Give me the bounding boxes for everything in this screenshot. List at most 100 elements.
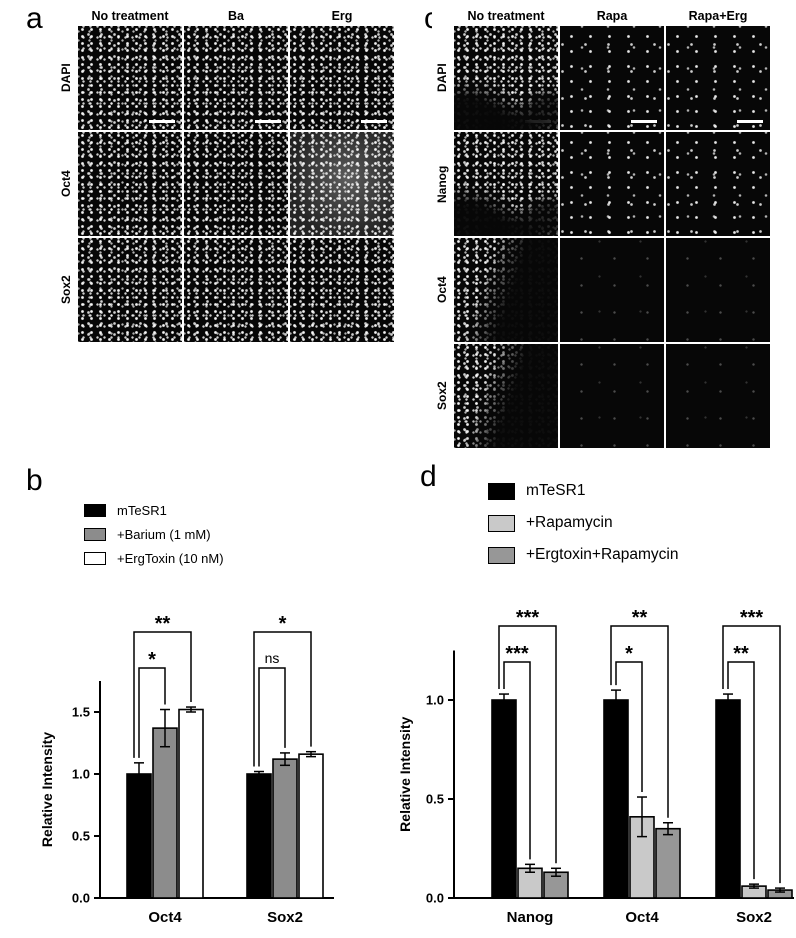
micrograph-tile (666, 26, 770, 130)
scale-bar (631, 120, 657, 123)
micrograph-tile (454, 26, 558, 130)
significance-label: * (625, 643, 633, 665)
bar (298, 753, 324, 899)
legend-label: mTeSR1 (117, 503, 167, 518)
y-axis-label: Relative Intensity (39, 732, 55, 847)
legend-label: mTeSR1 (526, 482, 586, 499)
chart-d-svg: 0.0 0.5 1.0 Relative Intensity Nanog Oct4 Sox2… (397, 607, 794, 926)
bar (491, 699, 517, 899)
row-label: Sox2 (59, 275, 73, 305)
scale-bar (361, 120, 387, 123)
column-header: Rapa (596, 9, 628, 23)
significance-bracket (253, 631, 312, 767)
micrograph-tile (560, 238, 664, 342)
panel-d-label: d (420, 460, 437, 493)
micrograph-tile (78, 132, 182, 236)
chart-d: 0.0 0.5 1.0 Relative Intensity Nanog Oct4 Sox2… (392, 556, 796, 938)
row-label: DAPI (435, 63, 449, 93)
micrograph-tile (78, 238, 182, 342)
category-label: Sox2 (267, 909, 303, 926)
chart-b: 0.0 0.5 1.0 1.5 Relative Intensity Oct4 Sox2 * *… (36, 556, 376, 938)
bar (655, 827, 681, 899)
scale-bar (737, 120, 763, 123)
bar (178, 708, 204, 899)
significance-label: * (279, 613, 287, 635)
micrograph-tile (560, 132, 664, 236)
micrograph-tile (666, 132, 770, 236)
significance-label: ns (265, 650, 280, 666)
legend-item: +Ergtoxin+Rapamycin (488, 546, 679, 564)
y-axis-label: Relative Intensity (397, 716, 413, 831)
panel-a-micrograph-grid: No treatment Ba Erg DAPI Oct4 Sox2 (56, 6, 394, 342)
row-label: Oct4 (59, 170, 73, 198)
significance-bracket (498, 625, 557, 864)
micrograph-tile (560, 26, 664, 130)
column-header: No treatment (467, 9, 545, 23)
micrograph-tile (560, 344, 664, 448)
legend-item: +Rapamycin (488, 514, 679, 532)
bar (246, 773, 272, 899)
significance-label: * (148, 649, 156, 671)
micrograph-tile (290, 238, 394, 342)
legend-item: mTeSR1 (84, 503, 224, 518)
category-label: Oct4 (148, 909, 182, 926)
grid-corner (56, 6, 76, 24)
column-header: Rapa+Erg (688, 9, 748, 23)
category-label: Oct4 (625, 909, 659, 926)
grid-corner (432, 6, 452, 24)
legend-swatch-black (84, 504, 106, 517)
y-tick-label: 0.5 (426, 792, 444, 807)
category-label: Sox2 (736, 909, 772, 926)
column-header: Ba (228, 9, 244, 23)
legend-label: +Ergtoxin+Rapamycin (526, 546, 679, 563)
bar (126, 773, 152, 899)
scale-bar (255, 120, 281, 123)
y-tick-label: 0.5 (72, 829, 90, 844)
micrograph-tile (666, 238, 770, 342)
scale-bar (525, 120, 551, 123)
significance-bracket (258, 667, 286, 767)
row-label: Oct4 (435, 276, 449, 304)
y-tick-label: 1.0 (426, 693, 444, 708)
micrograph-tile (454, 238, 558, 342)
bar (715, 699, 741, 899)
significance-label: ** (155, 613, 171, 635)
legend-item: mTeSR1 (488, 482, 679, 500)
panel-a-label: a (26, 2, 43, 35)
significance-bracket (138, 667, 166, 758)
row-label: Nanog (435, 165, 449, 203)
legend-item: +Barium (1 mM) (84, 527, 224, 542)
legend-swatch-gray (84, 528, 106, 541)
scale-bar (149, 120, 175, 123)
micrograph-tile (184, 26, 288, 130)
legend-label: +Rapamycin (526, 514, 613, 531)
bar (152, 727, 178, 899)
legend-d: mTeSR1 +Rapamycin +Ergtoxin+Rapamycin (488, 482, 679, 564)
significance-label: ** (632, 607, 648, 629)
micrograph-grid: No treatment Rapa Rapa+Erg DAPI Nanog Oct4 Sox… (432, 6, 770, 448)
micrograph-tile (454, 132, 558, 236)
row-label: DAPI (59, 63, 73, 93)
micrograph-tile (290, 132, 394, 236)
legend-label: +ErgToxin (10 nM) (117, 551, 224, 566)
legend-item: +ErgToxin (10 nM) (84, 551, 224, 566)
significance-label: *** (505, 643, 529, 665)
row-label: Sox2 (435, 381, 449, 411)
y-tick-label: 1.5 (72, 705, 90, 720)
legend-b: mTeSR1 +Barium (1 mM) +ErgToxin (10 nM) (84, 503, 224, 566)
legend-swatch-white (84, 552, 106, 565)
significance-label: *** (516, 607, 540, 629)
y-tick-label: 0.0 (72, 891, 90, 906)
legend-swatch-lightgray (488, 514, 515, 532)
bar (603, 699, 629, 899)
y-tick-label: 1.0 (72, 767, 90, 782)
significance-bracket (610, 625, 669, 818)
micrograph-tile (454, 344, 558, 448)
micrograph-grid: No treatment Ba Erg DAPI Oct4 Sox2 (56, 6, 394, 342)
panel-b-label: b (26, 464, 43, 497)
significance-bracket (727, 661, 755, 880)
micrograph-tile (290, 26, 394, 130)
micrograph-tile (184, 238, 288, 342)
